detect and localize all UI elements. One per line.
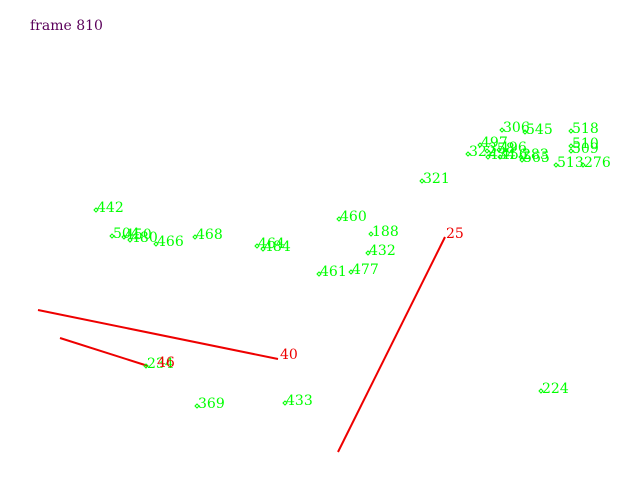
marker-dot-icon <box>485 154 491 160</box>
marker-label-283: 283 <box>522 147 549 163</box>
marker-label-518: 518 <box>572 121 599 137</box>
red-label-25: 25 <box>446 226 464 242</box>
marker-label-321: 321 <box>423 171 450 187</box>
marker-dot-icon <box>194 403 200 409</box>
marker-dot-icon <box>553 162 559 168</box>
marker-dot-icon <box>538 388 544 394</box>
marker-358: 358 <box>484 141 515 157</box>
marker-480: 480 <box>127 230 158 246</box>
marker-label-432: 432 <box>369 243 396 259</box>
marker-dot-icon <box>568 128 574 134</box>
marker-label-504: 504 <box>113 226 140 242</box>
red-markers: 25 40 46 <box>157 226 464 371</box>
marker-234: 234 <box>143 356 174 372</box>
marker-dot-icon <box>121 234 127 240</box>
marker-label-224: 224 <box>542 381 569 397</box>
marker-dot-icon <box>143 363 149 369</box>
marker-dot-icon <box>368 231 374 237</box>
marker-label-545: 545 <box>526 122 553 138</box>
track-line-40 <box>37 309 279 360</box>
marker-dot-icon <box>336 216 342 222</box>
marker-label-513: 513 <box>557 155 584 171</box>
marker-label-434: 434 <box>489 147 516 163</box>
marker-509: 509 <box>568 141 599 157</box>
marker-dot-icon <box>477 142 483 148</box>
frame-title: frame 810 <box>30 18 103 34</box>
marker-label-234: 234 <box>147 356 174 372</box>
marker-label-477: 477 <box>352 262 379 278</box>
marker-510: 510 <box>568 136 599 152</box>
marker-188: 188 <box>368 224 399 240</box>
marker-496: 496 <box>496 140 527 156</box>
marker-dot-icon <box>568 143 574 149</box>
marker-label-369: 369 <box>198 396 225 412</box>
marker-468: 468 <box>192 227 223 243</box>
marker-369: 369 <box>194 396 225 412</box>
marker-dot-icon <box>254 243 260 249</box>
marker-dot-icon <box>348 269 354 275</box>
marker-513: 513 <box>553 155 584 171</box>
marker-477: 477 <box>348 262 379 278</box>
marker-dot-icon <box>109 233 115 239</box>
marker-434: 434 <box>485 147 516 163</box>
track-line-25 <box>337 236 446 453</box>
marker-484: 484 <box>260 239 291 255</box>
marker-label-496: 496 <box>500 140 527 156</box>
marker-dot-icon <box>484 148 490 154</box>
marker-276: 276 <box>580 155 611 171</box>
marker-dot-icon <box>93 207 99 213</box>
marker-dot-icon <box>465 151 471 157</box>
marker-224: 224 <box>538 381 569 397</box>
marker-dot-icon <box>522 129 528 135</box>
marker-label-510: 510 <box>572 136 599 152</box>
marker-label-460: 460 <box>340 209 367 225</box>
marker-442: 442 <box>93 200 124 216</box>
marker-dot-icon <box>580 162 586 168</box>
marker-283: 283 <box>518 147 549 163</box>
marker-dot-icon <box>518 154 524 160</box>
marker-dot-icon <box>497 154 503 160</box>
marker-466: 466 <box>153 234 184 250</box>
track-line-46 <box>59 337 149 367</box>
marker-433: 433 <box>282 393 313 409</box>
marker-dot-icon <box>499 127 505 133</box>
green-markers: 442 504 450 480 466 468 464 484 460 188 … <box>93 120 611 412</box>
marker-dot-icon <box>282 400 288 406</box>
marker-label-480: 480 <box>131 230 158 246</box>
marker-432: 432 <box>365 243 396 259</box>
marker-dot-icon <box>568 148 574 154</box>
marker-518: 518 <box>568 121 599 137</box>
marker-label-466: 466 <box>157 234 184 250</box>
marker-label-497: 497 <box>481 135 508 151</box>
marker-label-468: 468 <box>196 227 223 243</box>
marker-dot-icon <box>365 250 371 256</box>
marker-dot-icon <box>419 178 425 184</box>
marker-dot-icon <box>127 237 133 243</box>
marker-dot-icon <box>496 147 502 153</box>
marker-dot-icon <box>260 246 266 252</box>
marker-label-461: 461 <box>320 264 347 280</box>
marker-label-509: 509 <box>572 141 599 157</box>
marker-dot-icon <box>192 234 198 240</box>
marker-label-188: 188 <box>372 224 399 240</box>
marker-545: 545 <box>522 122 553 138</box>
marker-461: 461 <box>316 264 347 280</box>
marker-321: 321 <box>419 171 450 187</box>
red-track-lines <box>37 236 446 453</box>
marker-504: 504 <box>109 226 140 242</box>
marker-label-358: 358 <box>488 141 515 157</box>
marker-label-433: 433 <box>286 393 313 409</box>
marker-label-565: 565 <box>523 150 550 166</box>
marker-dot-icon <box>316 271 322 277</box>
marker-label-276: 276 <box>584 155 611 171</box>
marker-460: 460 <box>336 209 367 225</box>
red-label-46: 46 <box>157 355 175 371</box>
marker-label-442: 442 <box>97 200 124 216</box>
marker-dot-icon <box>153 241 159 247</box>
red-label-40: 40 <box>280 347 298 363</box>
marker-label-484: 484 <box>264 239 291 255</box>
marker-497: 497 <box>477 135 508 151</box>
